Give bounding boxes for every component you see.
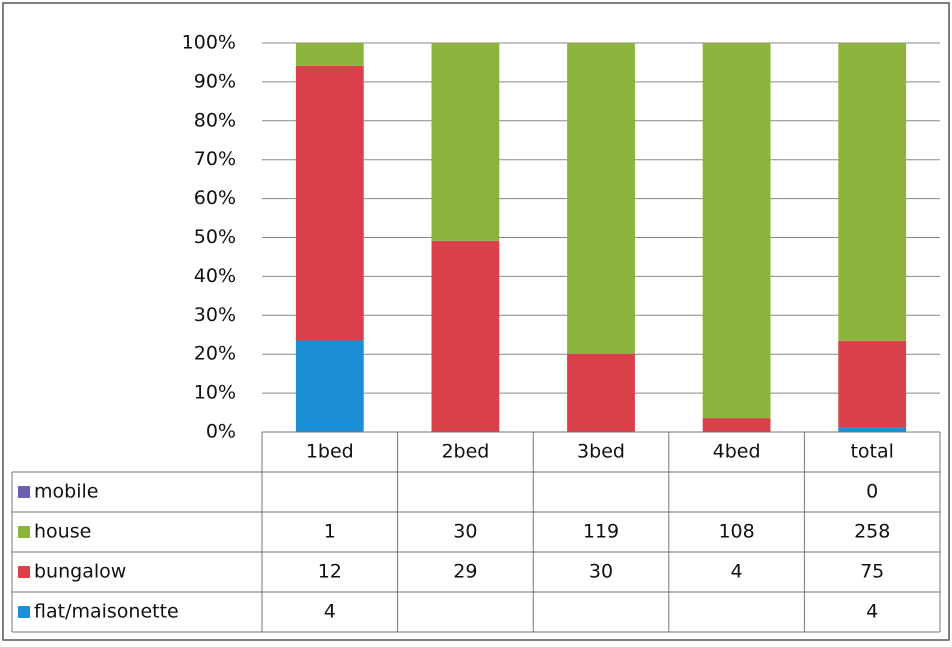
- table-value: 29: [453, 561, 477, 583]
- table-value: 0: [866, 481, 878, 503]
- table-value: 258: [854, 521, 890, 543]
- y-tick-label: 20%: [194, 343, 236, 365]
- bar-segment: [431, 43, 500, 241]
- x-tick-label: 1bed: [306, 441, 354, 463]
- table-value: 4: [866, 601, 878, 623]
- bar-segment: [838, 340, 907, 428]
- legend-label: bungalow: [34, 561, 126, 583]
- y-tick-label: 50%: [194, 226, 236, 248]
- legend-label: mobile: [34, 481, 98, 503]
- bar-segment: [567, 353, 635, 432]
- bar-segment: [838, 43, 907, 341]
- y-tick-label: 60%: [194, 187, 236, 209]
- y-tick-label: 80%: [194, 109, 236, 131]
- y-tick-label: 100%: [182, 32, 236, 54]
- bar-segment: [295, 65, 364, 341]
- bar-segment: [838, 427, 907, 432]
- bar-segment: [295, 43, 364, 66]
- x-tick-label: 2bed: [441, 441, 489, 463]
- bar-segment: [295, 340, 364, 432]
- legend-label: house: [34, 521, 91, 543]
- table-value: 4: [731, 561, 743, 583]
- table-value: 30: [453, 521, 477, 543]
- bar-segment: [702, 43, 771, 419]
- table-value: 12: [318, 561, 342, 583]
- bar-segment: [702, 418, 771, 432]
- y-tick-label: 0%: [206, 421, 236, 443]
- table-value: 1: [324, 521, 336, 543]
- table-value: 75: [860, 561, 884, 583]
- y-tick-label: 30%: [194, 304, 236, 326]
- table-value: 30: [589, 561, 613, 583]
- y-tick-label: 10%: [194, 382, 236, 404]
- table-value: 4: [324, 601, 336, 623]
- x-tick-label: total: [850, 441, 893, 463]
- legend-label: flat/maisonette: [34, 601, 179, 623]
- bar-segment: [567, 43, 635, 354]
- y-tick-label: 90%: [194, 70, 236, 92]
- table-value: 119: [583, 521, 619, 543]
- bar-segment: [431, 240, 500, 432]
- x-tick-label: 4bed: [713, 441, 761, 463]
- legend-key: [18, 526, 30, 538]
- x-tick-label: 3bed: [577, 441, 625, 463]
- y-tick-label: 40%: [194, 265, 236, 287]
- legend-key: [18, 606, 30, 618]
- legend-key: [18, 486, 30, 498]
- table-value: 108: [718, 521, 754, 543]
- legend-key: [18, 566, 30, 578]
- y-tick-label: 70%: [194, 148, 236, 170]
